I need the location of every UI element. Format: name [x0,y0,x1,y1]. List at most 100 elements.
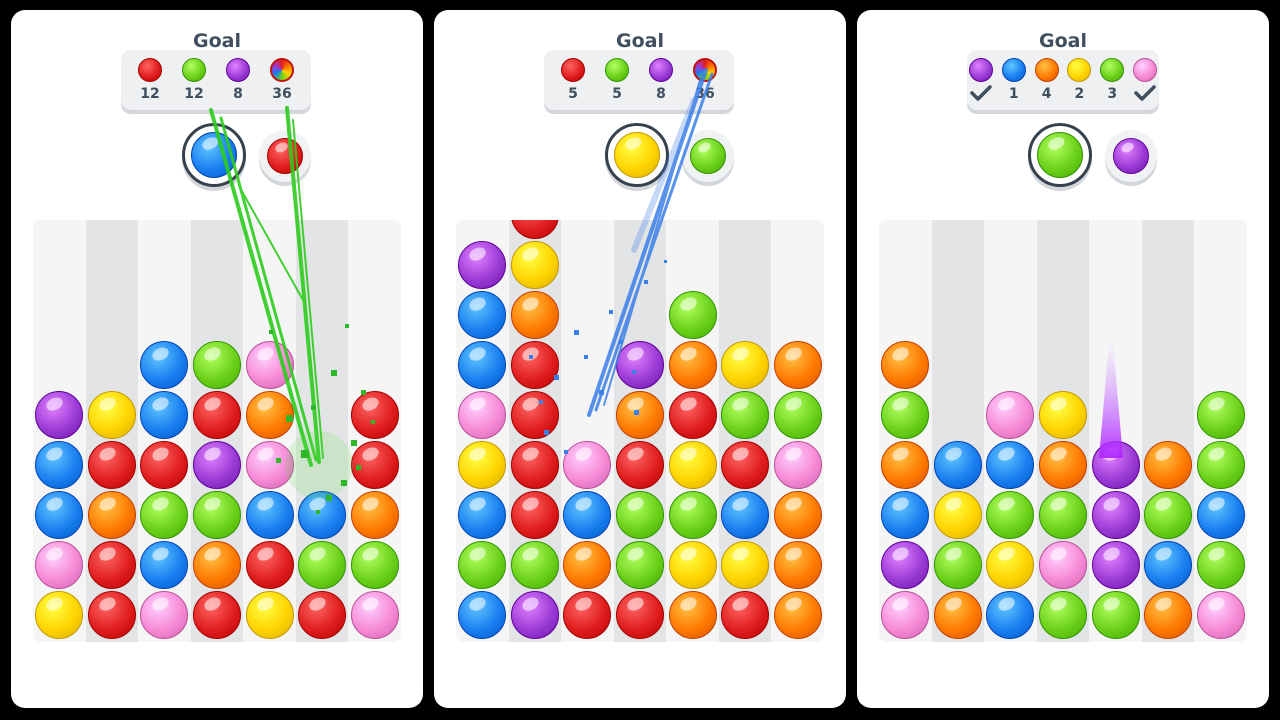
blue-ball [35,491,84,539]
red-ball [298,591,347,639]
yellow-ball [721,341,770,389]
yellow-ball [986,541,1035,589]
blue-ball [1196,491,1245,539]
blue-ball [881,491,930,539]
yellow-ball [87,391,136,439]
blue-ball [458,491,507,539]
green-ball [773,391,822,439]
game-panel-1: Goal 12 12 8 36 [11,10,423,708]
red-ball [87,591,136,639]
green-ball [193,341,241,389]
goal-item-purple [967,58,995,103]
goal-count: 8 [656,86,666,102]
orange-ball [87,491,136,539]
goal-count: 12 [140,86,160,102]
blue-ball [35,441,84,489]
goal-count: 5 [568,86,578,102]
current-ball-shooter[interactable] [1028,123,1092,187]
blue-ball [986,441,1035,489]
goal-count: 1 [1008,86,1019,102]
red-ball [563,591,612,639]
goal-item-green: 12 [180,58,208,103]
red-ball [616,591,664,639]
red-ball [510,391,559,439]
blue-ball [458,291,507,339]
purple-ball-icon [968,58,993,82]
red-ball [668,391,717,439]
ball-board[interactable] [879,220,1247,642]
rainbow-ball-icon [270,58,294,82]
green-ball [1144,491,1193,539]
red-ball [510,441,559,489]
pink-ball [986,391,1035,439]
red-ball [510,341,559,389]
purple-ball-icon [226,58,250,82]
goal-count: 8 [233,86,243,102]
goal-item-yellow: 2 [1066,58,1094,103]
orange-ball [773,341,822,389]
red-ball [87,441,136,489]
goal-complete [970,85,992,103]
goal-count: 12 [184,86,204,102]
red-ball [140,441,189,489]
current-ball [1037,132,1083,178]
green-ball [1196,391,1245,439]
blue-ball [298,491,347,539]
goal-item-green: 3 [1098,58,1126,103]
goal-item-pink [1131,58,1159,103]
purple-ball-icon [649,58,673,82]
next-ball-swap[interactable] [259,130,311,182]
orange-ball [773,591,822,639]
orange-ball [773,541,822,589]
pink-ball [140,591,189,639]
goal-item-red: 12 [136,58,164,103]
goal-count: 36 [695,86,715,102]
yellow-ball [458,441,507,489]
pink-ball [1039,541,1087,589]
ball-board[interactable] [33,220,401,642]
purple-ball [35,391,84,439]
next-ball [1113,138,1149,174]
goal-count: 5 [612,86,622,102]
goal-item-blue: 1 [1000,58,1028,103]
ball-board[interactable] [456,220,824,642]
red-ball [193,591,241,639]
goal-box: 5 5 8 36 [544,50,734,110]
orange-ball [616,391,664,439]
pink-ball-icon [1133,58,1158,82]
game-panel-3: Goal 1 4 2 3 [857,10,1269,708]
pink-ball [245,341,294,389]
orange-ball [1144,441,1193,489]
next-ball-swap[interactable] [1105,130,1157,182]
current-ball-shooter[interactable] [182,123,246,187]
red-ball [721,441,770,489]
goal-title: Goal [616,30,664,52]
orange-ball [510,291,559,339]
blue-ball [1144,541,1193,589]
red-ball [721,591,770,639]
blue-ball [563,491,612,539]
orange-ball [668,341,717,389]
pink-ball [1196,591,1245,639]
blue-ball [140,341,189,389]
blue-ball [458,341,507,389]
blue-ball [933,441,982,489]
orange-ball [933,591,982,639]
next-ball-swap[interactable] [682,130,734,182]
red-ball [193,391,241,439]
purple-ball [510,591,559,639]
red-ball [87,541,136,589]
red-ball [245,541,294,589]
current-ball-shooter[interactable] [605,123,669,187]
goal-title: Goal [1039,30,1087,52]
pink-ball [350,591,399,639]
green-ball [458,541,507,589]
checkmark-icon [1134,85,1156,101]
yellow-ball [1039,391,1087,439]
goal-item-rainbow: 36 [268,58,296,103]
green-ball [1039,491,1087,539]
pink-ball [35,541,84,589]
green-ball [298,541,347,589]
rainbow-ball-icon [693,58,717,82]
blue-ball [986,591,1035,639]
